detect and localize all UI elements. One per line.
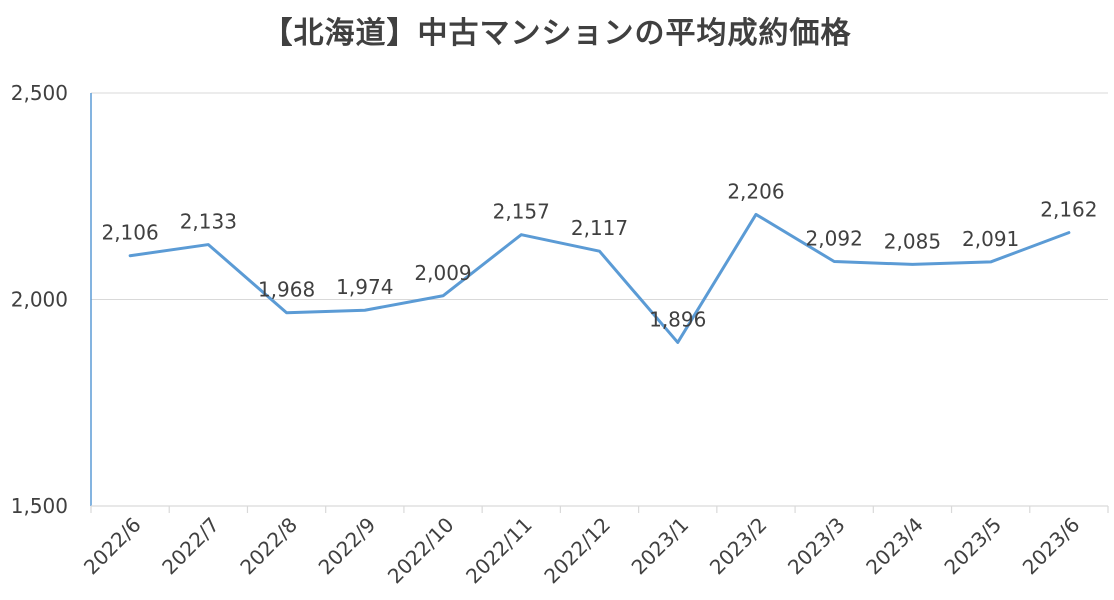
x-tick-label: 2022/11 <box>461 513 537 589</box>
y-axis-ticks: 1,500 2,000 2,500 <box>11 81 68 518</box>
y-tick-label: 2,000 <box>11 288 68 312</box>
x-tick-label: 2022/6 <box>79 513 146 580</box>
data-label: 2,085 <box>884 229 941 253</box>
data-label: 2,157 <box>493 200 550 224</box>
x-tick-label: 2022/9 <box>314 513 381 580</box>
data-label: 2,091 <box>962 227 1019 251</box>
x-tick-label: 2022/8 <box>235 513 302 580</box>
data-label: 1,896 <box>649 307 706 331</box>
data-label: 2,009 <box>414 261 471 285</box>
chart-title: 【北海道】中古マンションの平均成約価格 <box>262 16 852 51</box>
x-tick-label: 2023/3 <box>783 513 850 580</box>
data-labels: 2,106 2,133 1,968 1,974 2,009 2,157 2,117 1,896… <box>101 179 1097 331</box>
series-layer <box>128 212 1071 344</box>
x-tick-label: 2023/4 <box>861 513 928 580</box>
y-tick-label: 1,500 <box>11 494 68 518</box>
data-label: 2,106 <box>101 221 158 245</box>
data-label: 1,968 <box>258 278 315 302</box>
gridlines <box>91 92 1108 300</box>
x-tick-label: 2023/1 <box>627 513 694 580</box>
data-label: 2,092 <box>806 227 863 251</box>
data-label: 2,117 <box>571 216 628 240</box>
data-label: 2,162 <box>1040 198 1097 222</box>
data-label: 1,974 <box>336 275 393 299</box>
x-axis-ticks: 2022/6 2022/7 2022/8 2022/9 2022/10 2022/11 20… <box>79 513 1085 589</box>
x-tick-label: 2022/12 <box>539 513 615 589</box>
y-tick-label: 2,500 <box>11 81 68 105</box>
data-label: 2,133 <box>180 210 237 234</box>
x-tick-label: 2022/7 <box>157 513 224 580</box>
x-tick-label: 2023/6 <box>1018 513 1085 580</box>
axes <box>90 93 1109 513</box>
x-tick-label: 2022/10 <box>383 513 459 589</box>
x-tick-label: 2023/5 <box>939 513 1006 580</box>
x-tick-label: 2023/2 <box>705 513 772 580</box>
data-label: 2,206 <box>727 179 784 203</box>
